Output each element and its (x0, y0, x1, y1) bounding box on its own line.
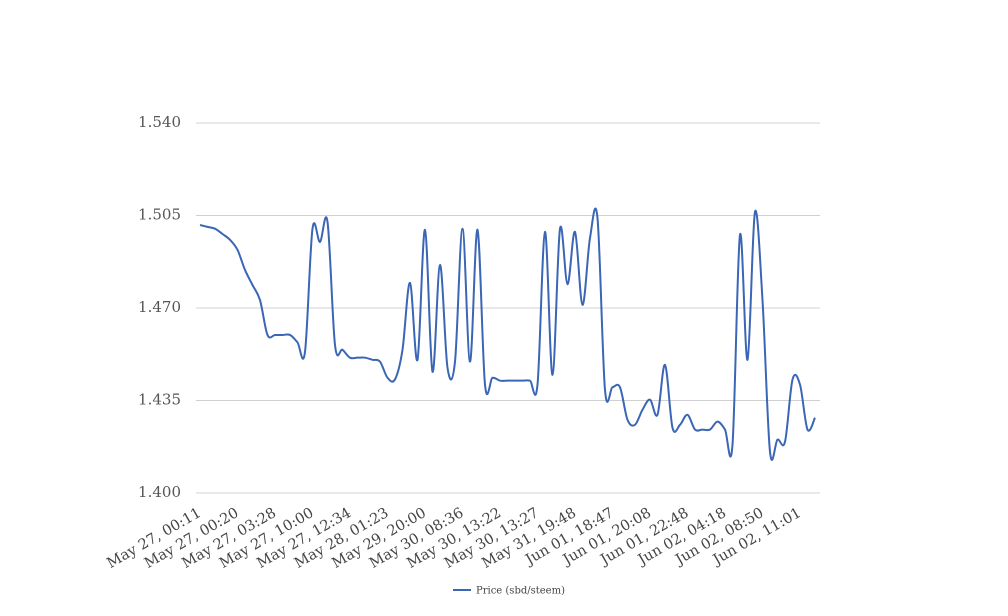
y-tick-label: 1.505 (138, 206, 181, 224)
y-tick-label: 1.470 (138, 298, 181, 316)
legend-label: Price (sbd/steem) (476, 586, 565, 597)
y-tick-label: 1.540 (138, 113, 181, 131)
y-tick-label: 1.435 (138, 391, 181, 409)
price-line (199, 207, 816, 461)
y-tick-label: 1.400 (138, 483, 181, 501)
